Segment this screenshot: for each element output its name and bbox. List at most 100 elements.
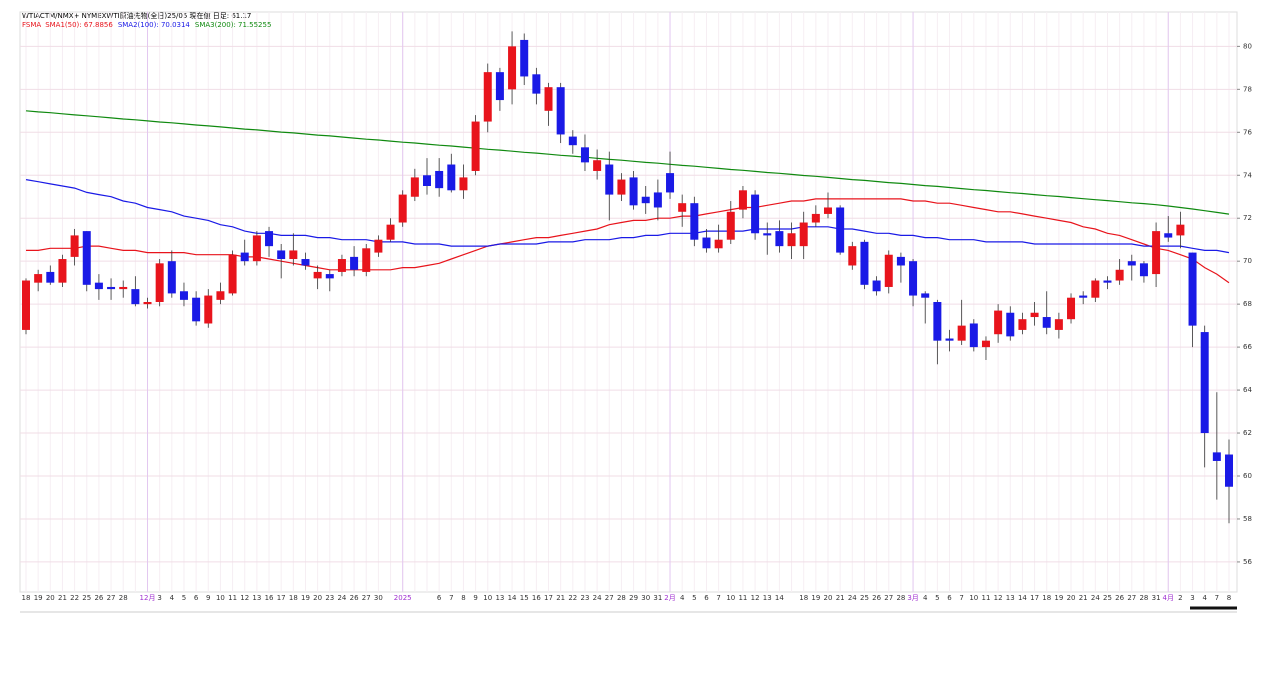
candle-body: [483, 72, 492, 122]
y-tick-label: 74: [1243, 171, 1252, 179]
x-tick-label: 31: [653, 594, 662, 602]
x-tick-label: 19: [301, 594, 310, 602]
x-tick-label: 3: [157, 594, 161, 602]
ma-line: [26, 198, 1230, 284]
candle-body: [909, 261, 918, 296]
candle-body: [678, 203, 687, 212]
x-tick-label: 25: [860, 594, 869, 602]
x-tick-label: 12: [994, 594, 1003, 602]
candle-body: [289, 250, 298, 260]
candle-body: [216, 291, 225, 300]
x-tick-label: 22: [568, 594, 577, 602]
x-tick-label: 24: [337, 594, 346, 602]
x-tick-label: 29: [629, 594, 638, 602]
x-tick-label: 12月: [140, 594, 156, 602]
x-tick-label: 18: [1042, 594, 1051, 602]
candle-body: [787, 233, 796, 247]
candle-body: [1030, 312, 1039, 318]
candle-body: [471, 121, 480, 171]
candle-body: [508, 46, 517, 90]
candle-body: [921, 293, 930, 298]
candle-body: [34, 274, 43, 283]
candle-body: [1164, 233, 1173, 238]
candle-body: [556, 87, 565, 135]
candle-body: [945, 338, 954, 341]
y-tick-label: 80: [1243, 42, 1252, 50]
candle-body: [702, 237, 711, 249]
candle-body: [824, 207, 832, 214]
x-tick-label: 26: [350, 594, 359, 602]
candle-body: [799, 222, 808, 247]
x-tick-label: 16: [532, 594, 541, 602]
x-tick-label: 30: [641, 594, 650, 602]
x-tick-label: 11: [738, 594, 747, 602]
x-tick-label: 18: [799, 594, 808, 602]
x-tick-label: 11: [228, 594, 237, 602]
x-tick-label: 13: [1006, 594, 1015, 602]
y-tick-label: 72: [1243, 214, 1252, 222]
x-tick-label: 14: [1018, 594, 1027, 602]
x-tick-label: 13: [495, 594, 504, 602]
x-tick-label: 9: [473, 594, 477, 602]
candle-body: [593, 160, 602, 171]
candle-body: [860, 241, 869, 285]
candle-body: [155, 263, 164, 302]
candle-body: [568, 136, 577, 146]
candle-body: [252, 235, 261, 262]
candle-body: [1079, 295, 1088, 298]
chart-title: WTIACTM/NMX+ NYMEXWTI原油先物(全日)25/05 現在値 日…: [22, 11, 251, 20]
candle-body: [82, 231, 91, 285]
candle-body: [1225, 454, 1233, 487]
y-tick-label: 70: [1243, 257, 1252, 265]
x-tick-label: 19: [811, 594, 820, 602]
candle-body: [228, 254, 237, 294]
candle-body: [1212, 452, 1221, 461]
candle-body: [337, 259, 346, 272]
x-tick-label: 25: [82, 594, 91, 602]
candle-body: [374, 239, 383, 253]
x-tick-label: 22: [70, 594, 79, 602]
candle-body: [994, 310, 1003, 335]
candle-body: [751, 194, 760, 234]
candle-body: [447, 164, 456, 191]
candle-body: [872, 280, 881, 292]
x-tick-label: 11: [982, 594, 991, 602]
x-tick-label: 26: [872, 594, 881, 602]
candle-body: [580, 147, 589, 163]
x-tick-label: 6: [704, 594, 709, 602]
legend-entry: SMA1(50): 67.8856: [45, 21, 113, 29]
candle-body: [884, 254, 893, 287]
candle-body: [1200, 332, 1209, 434]
candle-body: [641, 196, 650, 204]
ma-line: [25, 110, 1230, 215]
y-tick-label: 60: [1243, 472, 1252, 480]
candle-body: [1067, 297, 1076, 320]
candle-body: [362, 248, 371, 272]
candle-body: [204, 295, 213, 324]
x-tick-label: 14: [508, 594, 517, 602]
x-tick-label: 20: [1067, 594, 1076, 602]
candle-body: [1127, 261, 1136, 266]
candle-body: [726, 211, 735, 240]
candle-body: [410, 177, 419, 197]
candle-body: [325, 274, 334, 279]
candle-body: [896, 256, 905, 266]
x-tick-label: 10: [216, 594, 225, 602]
candle-body: [265, 231, 274, 247]
x-tick-label: 24: [848, 594, 857, 602]
x-tick-label: 16: [265, 594, 274, 602]
candle-body: [107, 286, 116, 290]
candle-body: [179, 291, 188, 300]
x-tick-label: 6: [947, 594, 952, 602]
candle-body: [1188, 252, 1197, 326]
x-tick-label: 27: [884, 594, 893, 602]
candle-body: [119, 286, 128, 290]
candle-body: [313, 271, 322, 279]
x-tick-label: 24: [1091, 594, 1100, 602]
candle-body: [1091, 280, 1100, 298]
candle-body: [495, 72, 504, 101]
candle-body: [94, 282, 103, 290]
candle-body: [1018, 319, 1027, 330]
x-tick-label: 4: [170, 594, 175, 602]
